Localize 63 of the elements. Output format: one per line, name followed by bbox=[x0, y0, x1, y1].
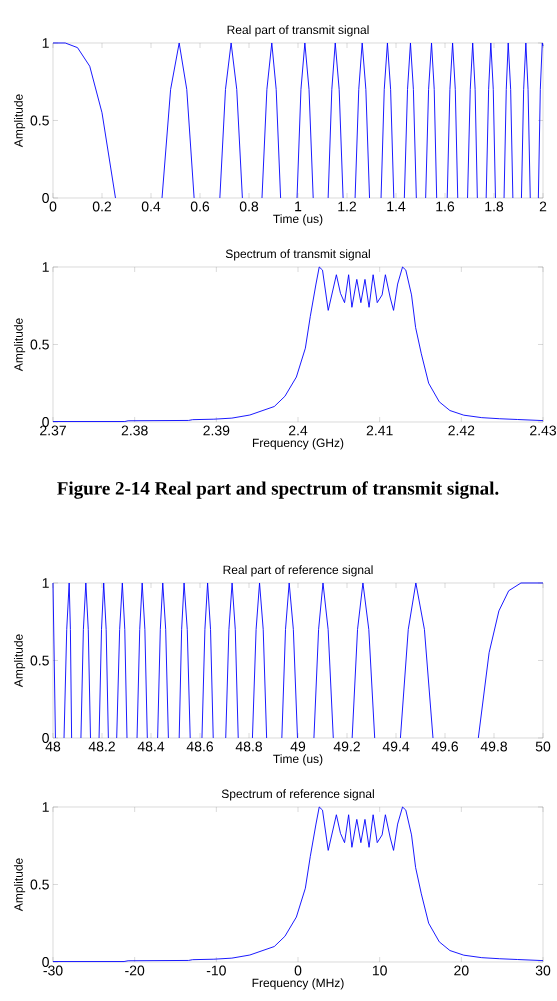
y-tick-label: 1 bbox=[42, 38, 49, 48]
x-tick-label: -20 bbox=[125, 965, 145, 976]
y-axis-title: Amplitude bbox=[13, 94, 26, 148]
x-tick-label: 49.6 bbox=[431, 741, 459, 752]
x-tick-label: 49.8 bbox=[480, 741, 508, 752]
x-axis-title: Time (us) bbox=[273, 754, 323, 766]
x-axis-title: Time (us) bbox=[273, 214, 323, 226]
y-tick-label: 1 bbox=[42, 262, 49, 272]
x-tick-label: 2.42 bbox=[448, 425, 475, 436]
y-tick-label: 0.5 bbox=[30, 339, 49, 350]
text: Figure 2-14 Real part and spectrum of transmit signal. bbox=[57, 481, 499, 499]
chart-title: Real part of transmit signal bbox=[227, 25, 369, 37]
x-tick-label: 50 bbox=[535, 741, 551, 752]
x-tick-label: 0.8 bbox=[239, 201, 259, 212]
x-axis-title: Frequency (MHz) bbox=[252, 978, 344, 990]
x-tick-label: 2 bbox=[539, 201, 547, 212]
x-tick-label: 0 bbox=[294, 965, 302, 976]
x-tick-label: 1.6 bbox=[436, 201, 455, 212]
x-tick-label: 48.6 bbox=[186, 741, 213, 752]
x-tick-label: 48.4 bbox=[137, 741, 165, 752]
y-tick-label: 0 bbox=[42, 417, 49, 427]
chart-title: Real part of reference signal bbox=[223, 565, 373, 577]
y-tick-label: 0.5 bbox=[30, 655, 49, 666]
line-series bbox=[52, 806, 544, 962]
x-tick-label: 1.2 bbox=[338, 201, 357, 212]
x-axis-title: Frequency (GHz) bbox=[252, 438, 344, 450]
chart-title: Spectrum of transmit signal bbox=[225, 249, 370, 261]
x-tick-label: 1.8 bbox=[485, 201, 504, 212]
y-axis-title: Amplitude bbox=[13, 318, 26, 372]
x-tick-label: 49 bbox=[290, 741, 306, 752]
x-tick-label: 20 bbox=[454, 965, 469, 976]
y-tick-label: 0 bbox=[42, 957, 49, 967]
x-tick-label: 2.4 bbox=[288, 425, 308, 436]
y-tick-label: 1 bbox=[42, 578, 49, 588]
line-series bbox=[52, 266, 544, 422]
x-tick-label: 2.39 bbox=[203, 425, 230, 436]
x-tick-label: 2.38 bbox=[121, 425, 148, 436]
x-tick-label: 30 bbox=[535, 965, 551, 976]
y-axis-title: Amplitude bbox=[13, 634, 26, 688]
y-tick-label: 0.5 bbox=[30, 879, 49, 890]
x-tick-label: 48 bbox=[45, 741, 61, 752]
y-tick-label: 0 bbox=[42, 733, 49, 743]
x-tick-label: 0.4 bbox=[141, 201, 161, 212]
x-tick-label: 2.41 bbox=[366, 425, 393, 436]
y-tick-label: 0.5 bbox=[30, 115, 49, 126]
x-tick-label: 1.4 bbox=[387, 201, 406, 212]
x-tick-label: 2.43 bbox=[530, 425, 557, 436]
y-axis-title: Amplitude bbox=[13, 858, 26, 912]
x-tick-label: 1 bbox=[295, 201, 302, 212]
x-tick-label: -10 bbox=[206, 965, 226, 976]
x-tick-label: 0.2 bbox=[92, 201, 112, 212]
x-tick-label: -30 bbox=[43, 965, 63, 976]
x-tick-label: 49.2 bbox=[333, 741, 360, 752]
x-tick-label: 10 bbox=[372, 965, 387, 976]
y-tick-label: 0 bbox=[42, 193, 49, 203]
chart-title: Spectrum of reference signal bbox=[221, 789, 374, 801]
x-tick-label: 49.4 bbox=[382, 741, 410, 752]
x-tick-label: 48.8 bbox=[235, 741, 263, 752]
x-tick-label: 2.37 bbox=[40, 425, 66, 436]
x-tick-label: 0 bbox=[49, 201, 57, 212]
x-tick-label: 48.2 bbox=[88, 741, 115, 752]
y-tick-label: 1 bbox=[42, 802, 49, 812]
x-tick-label: 0.6 bbox=[190, 201, 210, 212]
